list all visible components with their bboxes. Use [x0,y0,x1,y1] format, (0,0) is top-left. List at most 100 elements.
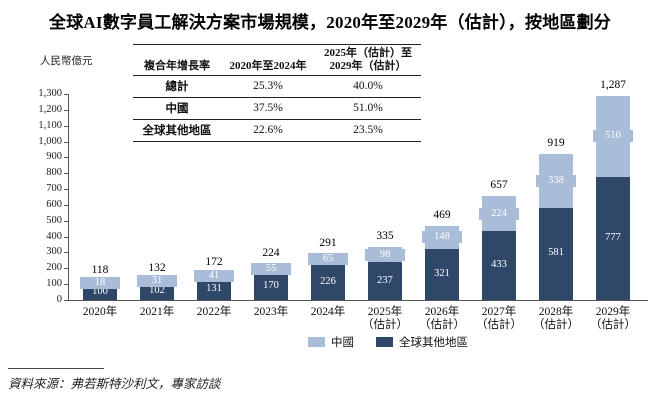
bar-segment-rest-of-world [368,262,402,300]
legend-swatch-rest-of-world [376,337,393,347]
bar-total-label: 291 [319,236,337,249]
y-axis-tick [64,268,68,270]
table-header-2020-2024: 2020年至2024年 [229,59,307,72]
bar-segment-rest-of-world [311,264,345,300]
bar-total-label: 335 [376,229,394,242]
bar-value-china: 65 [308,253,348,266]
y-axis-tick-label: 500 [46,214,62,226]
x-axis-line [68,300,648,301]
table-cell: 25.3% [253,80,283,92]
bar-total-label: 1,287 [600,79,626,92]
table-row-label: 全球其他地區 [142,125,212,137]
x-axis-label: 2025年 （估計） [362,306,408,331]
legend-item-china: 中國 [308,334,354,350]
y-axis-tick-label: 100 [46,278,62,290]
legend-swatch-china [308,337,325,347]
x-axis-label: 2029年 （估計） [590,306,636,331]
y-axis-line [68,94,69,300]
y-axis-tick-label: 800 [46,167,62,179]
table-cell: 23.5% [353,124,383,136]
bar-segment-rest-of-world [482,231,516,300]
y-axis-tick-label: 1,200 [38,103,62,115]
bar-value-rest-of-world: 131 [206,283,222,295]
y-axis-tick [64,189,68,191]
bar-total-label: 172 [205,255,223,268]
x-axis-label: 2024年 [310,306,346,318]
x-axis-label: 2027年 （估計） [476,306,522,331]
y-axis-tick [64,173,68,175]
y-axis-tick-label: 400 [46,230,62,242]
x-axis-label: 2026年 （估計） [419,306,465,331]
bar-value-rest-of-world: 226 [320,275,336,287]
table-row: 全球其他地區 22.6% 23.5% [133,120,421,142]
bar-segment-rest-of-world [539,207,573,300]
x-axis-label: 2021年 [139,306,175,318]
bar-value-china: 148 [422,231,462,244]
bar-value-china: 98 [365,248,405,261]
y-axis-tick [64,109,68,111]
y-axis-tick-label: 200 [46,262,62,274]
table-cell: 40.0% [353,80,383,92]
bar-value-china: 31 [137,275,177,288]
x-axis-label: 2023年 [253,306,289,318]
table-header-2025-2029: 2025年（估計）至 2029年（估計） [324,47,412,72]
table-header-cagr: 複合年增長率 [144,59,210,72]
bar-total-label: 919 [547,137,565,150]
y-axis-tick [64,252,68,254]
table-row: 總計 25.3% 40.0% [133,76,421,98]
y-axis-tick-label: 1,300 [38,88,62,99]
legend: 中國 全球其他地區 [308,334,468,350]
bar-total-label: 224 [262,247,280,260]
x-axis-label: 2028年 （估計） [533,306,579,331]
y-axis-tick-label: 700 [46,183,62,195]
bar-segment-rest-of-world [197,279,231,300]
y-axis-tick [64,204,68,206]
bar-segment-rest-of-world [596,176,630,300]
table-cell: 22.6% [253,124,283,136]
bar-segment-rest-of-world [140,283,174,300]
legend-item-rest-of-world: 全球其他地區 [376,334,468,350]
y-axis-tick [64,141,68,143]
x-axis-label: 2022年 [196,306,232,318]
source-note: 資料來源：弗若斯特沙利文，專家訪談 [8,377,221,391]
bar-value-china: 338 [536,175,576,188]
table-cell: 51.0% [353,102,383,114]
bar-value-china: 55 [251,262,291,275]
source-divider [8,368,104,369]
y-axis-unit-label: 人民幣億元 [40,56,93,67]
bar-value-china: 18 [80,276,120,289]
y-axis-tick-label: 600 [46,198,62,210]
table-header-row: 複合年增長率 2020年至2024年 2025年（估計）至 2029年（估計） [133,44,421,76]
bar-total-label: 469 [433,208,451,221]
bar-segment-rest-of-world [425,249,459,300]
bar-value-china: 510 [593,130,633,143]
y-axis-tick [64,300,68,301]
bar-total-label: 118 [91,264,109,277]
bar-value-rest-of-world: 100 [92,285,108,297]
y-axis-tick [64,284,68,286]
bar-value-rest-of-world: 321 [434,268,450,280]
bar-value-rest-of-world: 102 [149,285,165,297]
bar-value-china: 41 [194,269,234,282]
bar-total-label: 132 [148,261,166,274]
chart-title: 全球AI數字員工解決方案市場規模，2020年至2029年（估計），按地區劃分 [49,13,611,32]
bar-value-rest-of-world: 581 [548,247,564,259]
bar-value-rest-of-world: 433 [491,259,507,271]
y-axis-tick [64,236,68,238]
bar-segment-rest-of-world [254,273,288,300]
table-cell: 37.5% [253,102,283,114]
y-axis-tick-label: 0 [56,294,62,305]
y-axis-tick [64,157,68,159]
table-row-label: 中國 [165,103,189,115]
bar-value-rest-of-world: 237 [377,274,393,286]
cagr-table: 複合年增長率 2020年至2024年 2025年（估計）至 2029年（估計） … [133,44,421,142]
x-axis-label: 2020年 [82,306,118,318]
y-axis-tick [64,94,68,95]
bar-value-rest-of-world: 777 [605,231,621,243]
y-axis-tick [64,125,68,127]
table-row-label: 總計 [165,81,189,93]
bar-value-rest-of-world: 170 [263,280,279,292]
legend-label-china: 中國 [331,337,354,349]
